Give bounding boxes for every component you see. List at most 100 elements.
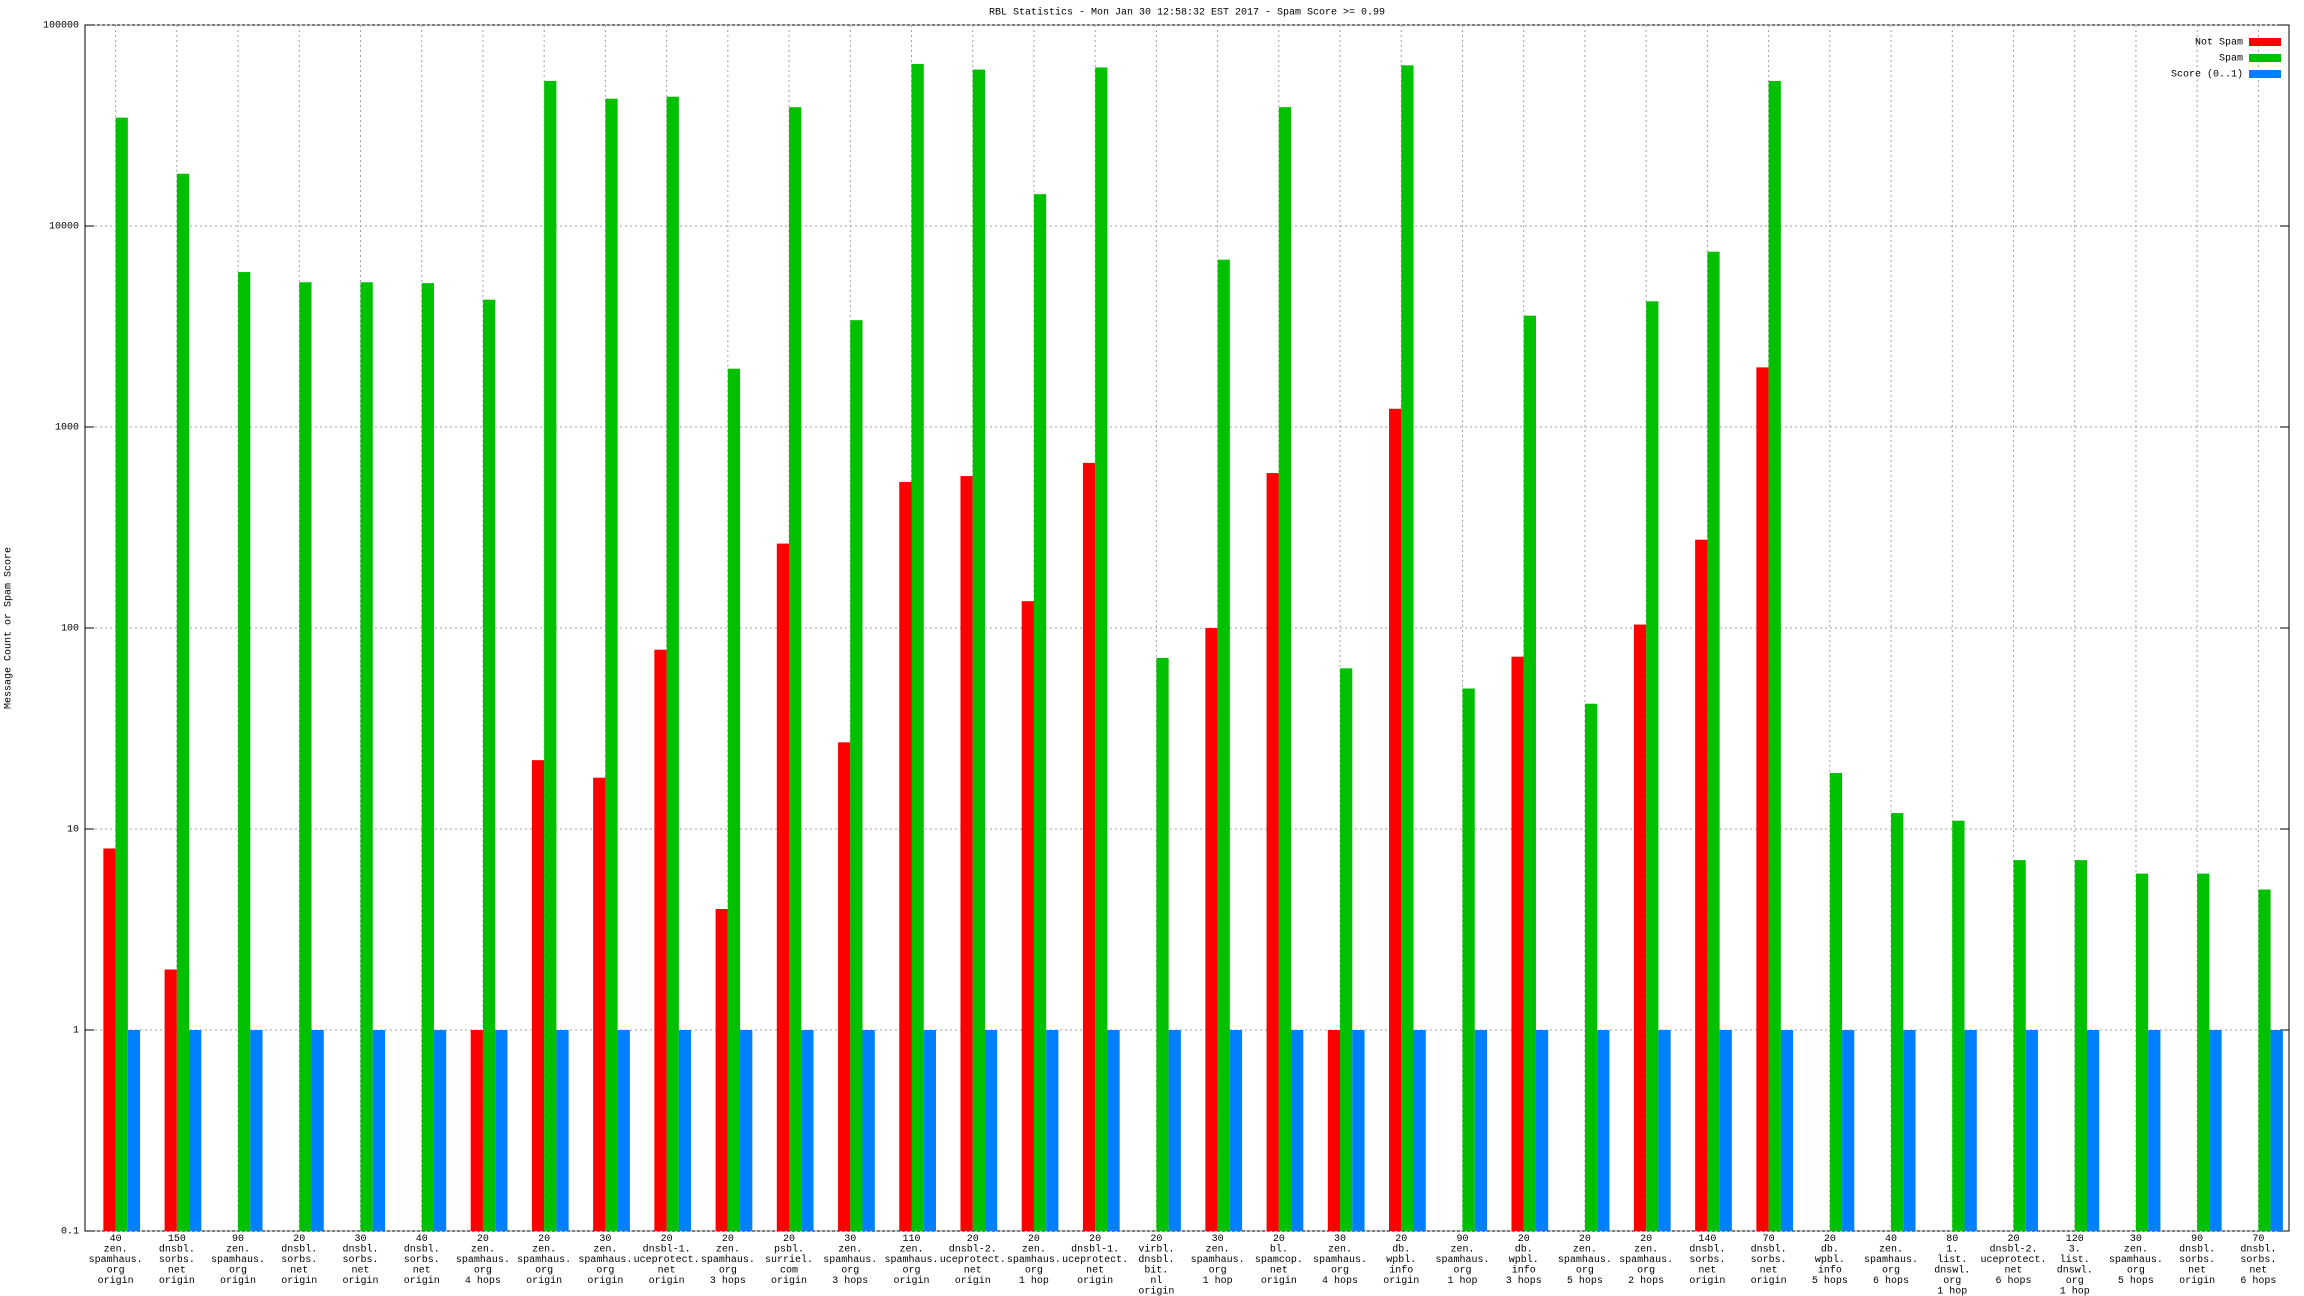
x-tick-label: 20 dnsbl-2. uceprotect. net 6 hops — [1980, 1234, 2046, 1287]
bar — [1584, 703, 1598, 1231]
x-tick-label: 30 zen. spamhaus. org 5 hops — [2109, 1234, 2163, 1287]
bar — [850, 320, 863, 1231]
bar — [1217, 259, 1230, 1231]
bar — [360, 282, 373, 1231]
x-tick-label-line: spamhaus. — [2109, 1254, 2163, 1266]
bar — [605, 98, 618, 1231]
x-tick-label: 110 zen. spamhaus. org origin — [884, 1234, 938, 1287]
bar — [1891, 813, 1904, 1231]
bar — [666, 96, 679, 1231]
x-tick-label-line: spamhaus. — [1435, 1254, 1489, 1266]
x-tick-label-line: 110 — [902, 1234, 920, 1245]
x-tick-label-line: spamhaus. — [1864, 1254, 1918, 1266]
x-tick-label-line: spamhaus. — [1007, 1254, 1061, 1266]
x-tick-label-line: 20 — [293, 1234, 305, 1245]
bar — [1658, 1030, 1671, 1231]
x-tick-label-line: 20 — [661, 1234, 673, 1245]
x-tick-label-line: 1 hop — [1937, 1285, 1967, 1296]
x-tick-label-line: zen. — [2124, 1244, 2148, 1255]
bar — [1327, 1030, 1341, 1231]
x-tick-label-line: origin — [1751, 1275, 1787, 1287]
bar — [2270, 1030, 2283, 1231]
legend-label: Spam — [2219, 54, 2243, 65]
bar — [2086, 1030, 2100, 1231]
y-tick-label: 0.1 — [61, 1227, 79, 1238]
x-tick-label-line: dnsbl. — [404, 1243, 440, 1255]
x-tick-label-line: 80 — [1946, 1234, 1958, 1245]
bar — [1646, 301, 1659, 1231]
x-tick-label: 20 zen. spamhaus. org 1 hop — [1007, 1234, 1061, 1287]
x-tick-label-line: org — [1882, 1265, 1900, 1276]
x-tick-label-line: origin — [771, 1275, 807, 1287]
x-tick-label-line: dnsbl. — [1138, 1254, 1174, 1266]
x-tick-label-line: 30 — [844, 1234, 856, 1245]
x-tick-label-line: zen. — [226, 1244, 250, 1255]
bar — [1156, 657, 1169, 1231]
x-tick-label-line: org — [902, 1265, 920, 1276]
bar — [911, 63, 924, 1232]
x-tick-label-line: dnsbl. — [1689, 1243, 1725, 1255]
x-tick-label: 20 dnsbl-1. uceprotect. net origin — [634, 1234, 700, 1287]
x-tick-label-line: dnsbl. — [159, 1243, 195, 1255]
y-tick-label: 100 — [61, 624, 79, 635]
bar — [2135, 873, 2149, 1231]
x-tick-label-line: spamhaus. — [701, 1254, 755, 1266]
bar — [1082, 462, 1096, 1231]
x-tick-label-line: 20 — [1824, 1234, 1836, 1245]
x-tick-label-line: org — [107, 1265, 125, 1276]
bar — [372, 1030, 385, 1231]
x-tick-label: 30 zen. spamhaus. org 4 hops — [1313, 1234, 1367, 1287]
x-tick-label-line: 30 — [354, 1234, 366, 1245]
x-tick-label: 40 dnsbl. sorbs. net origin — [404, 1234, 440, 1287]
x-tick-label-line: uceprotect. — [1980, 1255, 2046, 1266]
bar — [789, 107, 802, 1231]
x-tick-label-line: sorbs. — [281, 1254, 317, 1266]
x-tick-label: 30 zen. spamhaus. org origin — [578, 1234, 632, 1287]
x-tick-label-line: virbl. — [1138, 1243, 1174, 1255]
x-tick-label: 20 bl. spamcop. net origin — [1255, 1234, 1303, 1287]
y-tick-label: 1 — [73, 1026, 79, 1037]
x-tick-label-line: psbl. — [774, 1243, 804, 1255]
x-tick-label-line: org — [474, 1265, 492, 1276]
x-tick-label-line: 120 — [2066, 1234, 2084, 1245]
bar — [1033, 194, 1047, 1231]
bar — [1352, 1030, 1365, 1231]
x-tick-label-line: origin — [2179, 1275, 2215, 1287]
x-tick-label-line: zen. — [716, 1244, 740, 1255]
x-tick-label-line: dnsbl. — [342, 1243, 378, 1255]
bar — [1707, 251, 1720, 1231]
x-tick-label-line: org — [1453, 1265, 1471, 1276]
bar — [1768, 80, 1781, 1232]
bar — [164, 969, 177, 1231]
x-tick-label-line: 3 hops — [710, 1275, 746, 1287]
x-tick-label-line: sorbs. — [404, 1254, 440, 1266]
bar — [2148, 1030, 2161, 1231]
bar — [495, 1030, 508, 1231]
bar — [127, 1030, 141, 1231]
bar — [115, 117, 128, 1231]
x-tick-label-line: net — [2249, 1265, 2267, 1276]
x-tick-label-line: origin — [526, 1275, 562, 1287]
x-tick-label: 120 3. list. dnswl. org 1 hop — [2057, 1234, 2093, 1296]
x-tick-label-line: 20 — [477, 1234, 489, 1245]
x-tick-label-line: 20 — [1395, 1234, 1407, 1245]
x-tick-label-line: origin — [587, 1275, 623, 1287]
x-tick-label-line: 20 — [783, 1234, 795, 1245]
x-tick-label-line: 1 hop — [1019, 1275, 1049, 1287]
x-tick-label-line: zen. — [1328, 1244, 1352, 1255]
x-tick-label-line: origin — [404, 1275, 440, 1287]
bar — [1756, 367, 1769, 1231]
x-tick-label-line: net — [1270, 1265, 1288, 1276]
legend-swatch — [2249, 54, 2281, 62]
x-tick-label-line: org — [1331, 1265, 1349, 1276]
x-tick-label-line: spamhaus. — [456, 1254, 510, 1266]
x-tick-label-line: 90 — [1456, 1234, 1468, 1245]
bar — [433, 1030, 447, 1231]
x-tick-label-line: sorbs. — [159, 1254, 195, 1266]
x-tick-label-line: 140 — [1698, 1234, 1716, 1245]
x-tick-label-line: bit. — [1144, 1264, 1168, 1276]
x-tick-label-line: org — [535, 1265, 553, 1276]
x-tick-label-line: zen. — [1573, 1244, 1597, 1255]
x-tick-label-line: origin — [1261, 1275, 1297, 1287]
x-tick-label-line: origin — [220, 1275, 256, 1287]
